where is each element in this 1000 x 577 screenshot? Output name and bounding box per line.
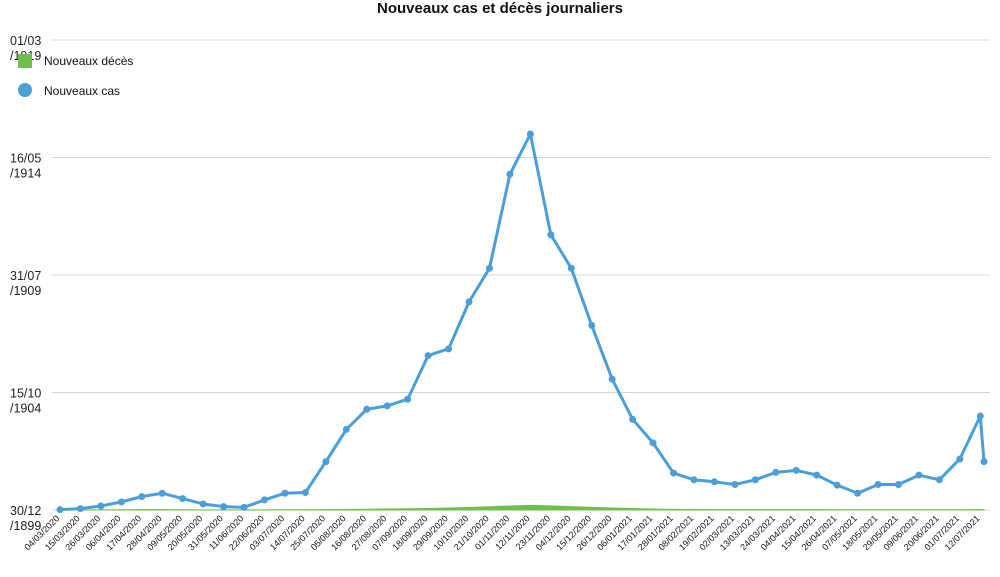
cases-point <box>281 489 289 497</box>
series-cases <box>56 130 988 514</box>
cases-point <box>158 489 166 497</box>
x-axis-labels: 04/03/202015/03/202026/03/202006/04/2020… <box>22 513 981 552</box>
cases-point <box>56 506 64 514</box>
cases-point <box>220 503 228 511</box>
cases-point <box>424 352 432 360</box>
cases-point <box>526 130 534 138</box>
cases-point <box>179 495 187 503</box>
cases-point <box>976 412 984 420</box>
series-deaths <box>59 504 985 511</box>
cases-point <box>894 480 902 488</box>
cases-point <box>138 493 146 501</box>
y-tick-label-line: 01/03 <box>10 34 41 48</box>
cases-point <box>506 170 514 178</box>
cases-point <box>710 478 718 486</box>
cases-point <box>629 415 637 423</box>
legend-label-deaths: Nouveaux décès <box>44 54 133 68</box>
cases-point <box>199 500 207 508</box>
cases-point <box>588 321 596 329</box>
cases-point <box>485 264 493 272</box>
cases-point <box>751 476 759 484</box>
y-tick-label: 30/12/1899 <box>10 504 41 533</box>
y-tick-label-line: 31/07 <box>10 269 41 283</box>
cases-point <box>547 231 555 239</box>
cases-point <box>261 496 269 504</box>
y-tick-label-line: /1904 <box>10 402 41 416</box>
cases-point <box>322 458 330 466</box>
y-tick-label-line: /1909 <box>10 284 41 298</box>
y-tick-label: 16/05/1914 <box>10 152 41 181</box>
y-tick-label-line: 16/05 <box>10 152 41 166</box>
cases-point <box>874 480 882 488</box>
cases-point <box>465 298 473 306</box>
cases-point <box>383 402 391 410</box>
y-tick-label-line: /1914 <box>10 167 41 181</box>
cases-point <box>792 466 800 474</box>
cases-point <box>915 471 923 479</box>
cases-point <box>567 264 575 272</box>
cases-point <box>772 468 780 476</box>
cases-point <box>363 405 371 413</box>
cases-point <box>956 455 964 463</box>
legend-label-cases: Nouveaux cas <box>44 84 120 98</box>
cases-point <box>980 458 988 466</box>
cases-point <box>97 502 105 510</box>
cases-point <box>301 489 309 497</box>
cases-point <box>935 476 943 484</box>
cases-point <box>854 489 862 497</box>
cases-point <box>76 505 84 513</box>
cases-point <box>240 503 248 511</box>
cases-point <box>690 476 698 484</box>
grid-lines <box>52 39 990 511</box>
legend-swatch-cases <box>18 83 32 97</box>
y-tick-label: 31/07/1909 <box>10 269 41 298</box>
deaths-area <box>59 504 985 511</box>
chart-title: Nouveaux cas et décès journaliers <box>377 0 623 17</box>
cases-point <box>445 345 453 353</box>
y-axis-labels: 30/12/1899 15/10/1904 31/07/1909 16/05/1914… <box>10 34 41 533</box>
legend-swatch-deaths <box>18 54 32 68</box>
y-tick-label-line: 30/12 <box>10 504 41 518</box>
y-tick-label-line: /1899 <box>10 519 41 533</box>
cases-point <box>833 481 841 489</box>
y-tick-label-line: 15/10 <box>10 387 41 401</box>
cases-point <box>608 375 616 383</box>
cases-point <box>342 425 350 433</box>
y-tick-label: 15/10/1904 <box>10 387 41 416</box>
cases-point <box>813 471 821 479</box>
cases-point <box>649 439 657 447</box>
cases-point <box>731 480 739 488</box>
cases-point <box>404 395 412 403</box>
cases-line <box>59 132 986 512</box>
cases-point <box>670 469 678 477</box>
cases-point <box>117 498 125 506</box>
legend: Nouveaux décès Nouveaux cas <box>18 54 133 98</box>
